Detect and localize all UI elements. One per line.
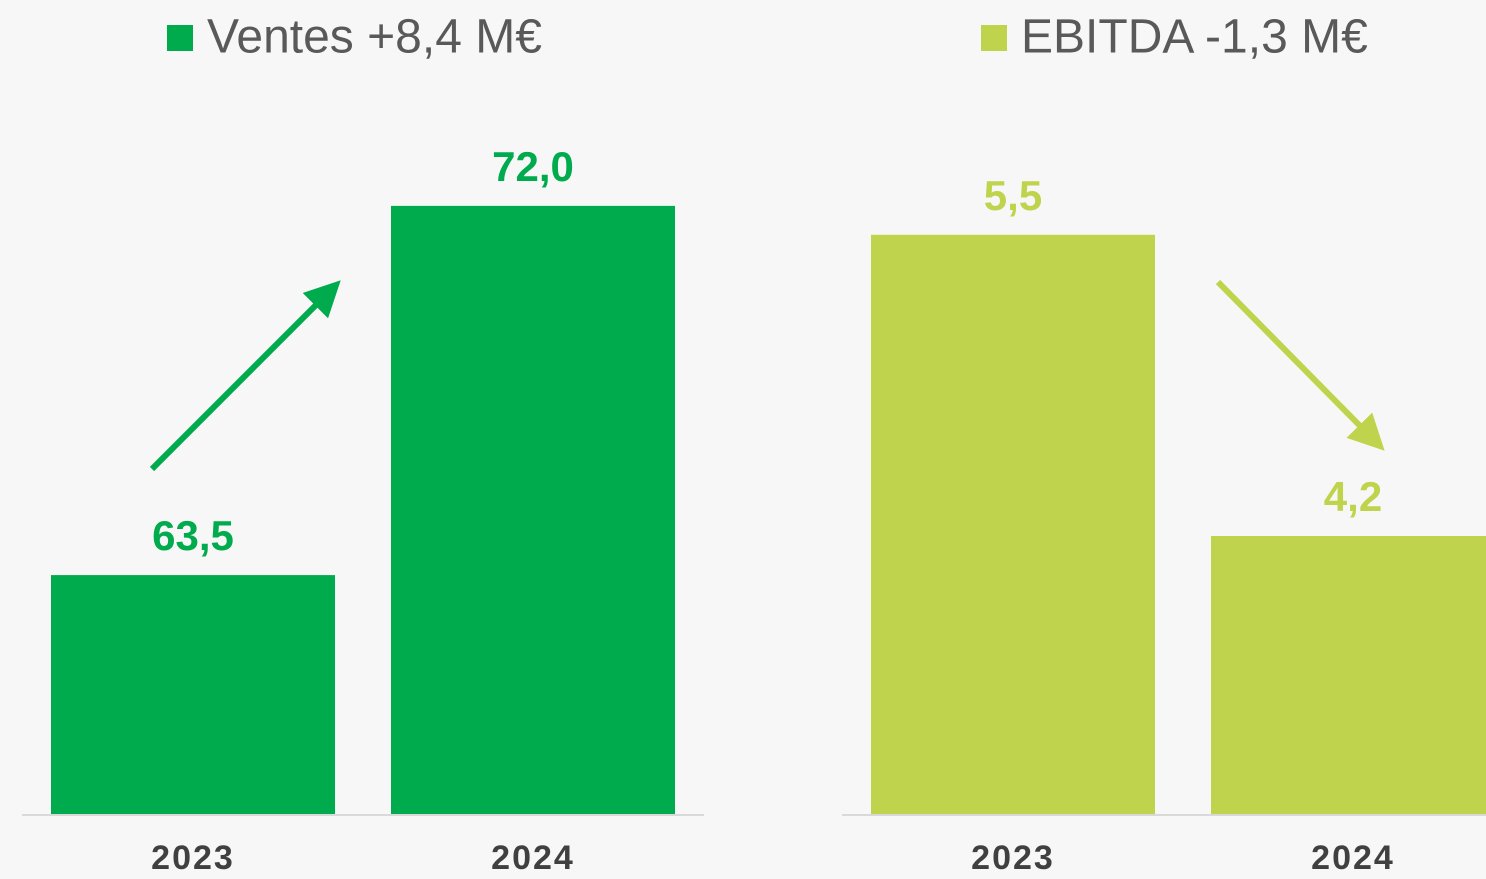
- bar: [1211, 536, 1486, 814]
- x-tick-label: 2024: [491, 839, 575, 877]
- data-label: 4,2: [1324, 473, 1382, 520]
- legend-label: Ventes +8,4 M€: [207, 11, 542, 64]
- data-label: 5,5: [984, 172, 1042, 219]
- data-label: 72,0: [492, 143, 574, 190]
- bar: [871, 234, 1155, 815]
- bar: [51, 575, 335, 814]
- x-tick-label: 2023: [151, 839, 235, 877]
- legend-label: EBITDA -1,3 M€: [1021, 11, 1368, 64]
- x-tick-label: 2023: [971, 839, 1055, 877]
- bar: [391, 205, 675, 814]
- up-arrow: [149, 280, 341, 472]
- legend-swatch: [981, 25, 1007, 51]
- legend-swatch: [167, 25, 193, 51]
- down-arrow: [1215, 279, 1385, 451]
- x-tick-label: 2024: [1311, 839, 1395, 877]
- arrows: [149, 279, 1385, 472]
- data-label: 63,5: [152, 512, 234, 559]
